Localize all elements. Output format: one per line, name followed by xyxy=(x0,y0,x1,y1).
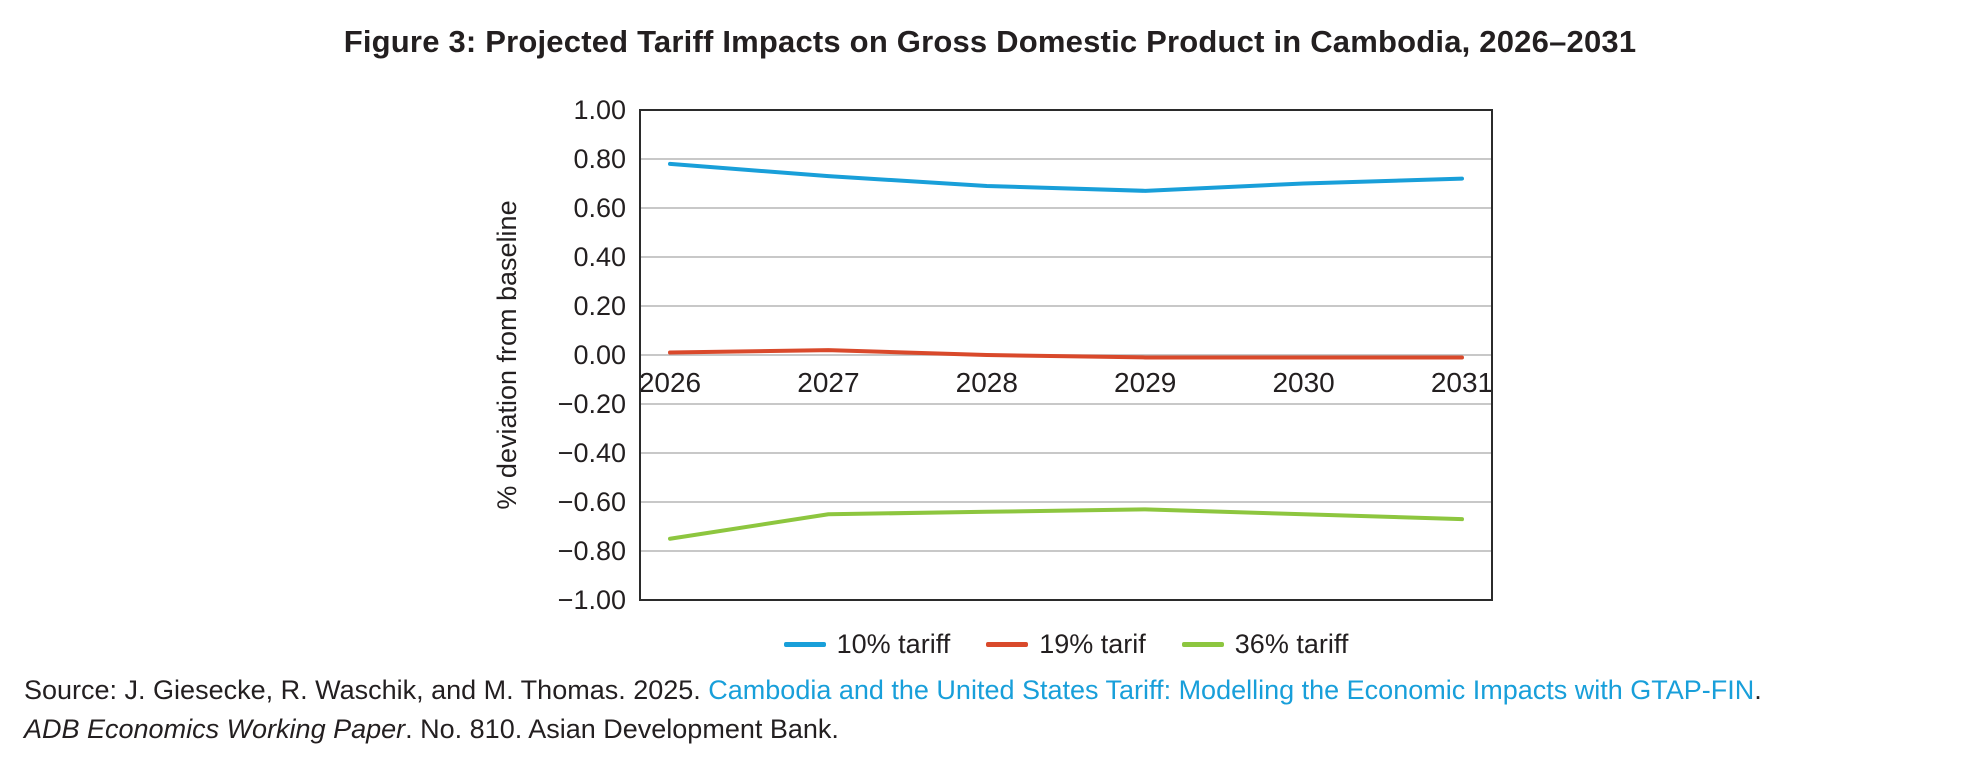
y-tick-label: −1.00 xyxy=(558,585,626,615)
legend-swatch-19-tariff xyxy=(986,642,1029,647)
legend-item-36-tariff: 36% tariff xyxy=(1181,629,1349,660)
source-line2-rest: . No. 810. Asian Development Bank. xyxy=(405,714,839,744)
plot-border xyxy=(639,109,1493,601)
source-note: Source: J. Giesecke, R. Waschik, and M. … xyxy=(24,671,1954,749)
y-tick-label: 0.40 xyxy=(573,242,626,272)
legend-swatch-10-tariff xyxy=(783,642,826,647)
source-paper-link[interactable]: Cambodia and the United States Tariff: M… xyxy=(708,675,1755,705)
y-tick-label: −0.20 xyxy=(558,389,626,419)
x-tick-label: 2030 xyxy=(1272,367,1334,398)
tariff-impact-line-chart: 1.00 0.80 0.60 0.40 0.20 0.00 −0.20 −0.40 −0.60 −… xyxy=(492,95,1493,615)
chart-legend: 10% tariff 19% tarif 36% tariff xyxy=(640,629,1492,660)
y-tick-label: −0.80 xyxy=(558,536,626,566)
y-tick-label: 0.80 xyxy=(573,144,626,174)
source-citation-text: Source: J. Giesecke, R. Waschik, and M. … xyxy=(24,675,709,705)
legend-item-10-tariff: 10% tariff xyxy=(783,629,951,660)
x-tick-label: 2031 xyxy=(1431,367,1493,398)
y-tick-label: 0.60 xyxy=(573,193,626,223)
x-tick-label: 2026 xyxy=(639,367,701,398)
x-tick-label: 2029 xyxy=(1114,367,1176,398)
y-tick-label: −0.40 xyxy=(558,438,626,468)
legend-label-19-tariff: 19% tarif xyxy=(1039,629,1146,659)
y-tick-label: 1.00 xyxy=(573,95,626,125)
source-series-title: ADB Economics Working Paper xyxy=(24,714,406,744)
legend-swatch-36-tariff xyxy=(1181,642,1224,647)
source-line-1: Source: J. Giesecke, R. Waschik, and M. … xyxy=(24,671,1954,710)
y-tick-label: −0.60 xyxy=(558,487,626,517)
source-line-2: ADB Economics Working Paper. No. 810. As… xyxy=(24,710,1954,749)
y-tick-label: 0.00 xyxy=(573,340,626,370)
y-axis-title: % deviation from baseline xyxy=(492,200,522,509)
series-line-19-tarif xyxy=(668,348,1464,360)
source-line1-period: . xyxy=(1754,675,1762,705)
series-line-36-tariff xyxy=(668,507,1464,541)
series-line-10-tariff xyxy=(668,161,1464,193)
legend-label-36-tariff: 36% tariff xyxy=(1234,629,1349,659)
x-tick-label: 2027 xyxy=(797,367,859,398)
legend-label-10-tariff: 10% tariff xyxy=(836,629,951,659)
y-tick-label: 0.20 xyxy=(573,291,626,321)
figure-title: Figure 3: Projected Tariff Impacts on Gr… xyxy=(343,24,1637,59)
legend-item-19-tariff: 19% tarif xyxy=(986,629,1146,660)
x-tick-label: 2028 xyxy=(956,367,1018,398)
